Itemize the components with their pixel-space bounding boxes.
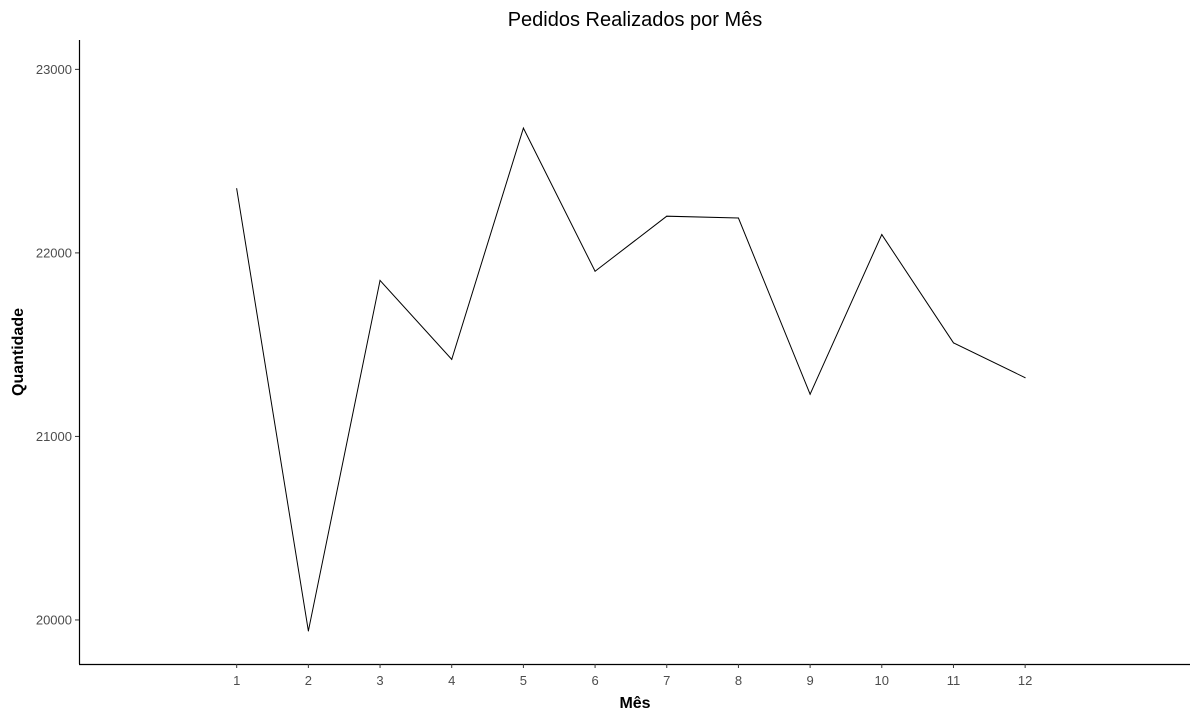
y-tick-label: 22000 <box>36 245 72 260</box>
x-tick-label: 11 <box>947 673 961 688</box>
x-tick-label: 10 <box>875 673 889 688</box>
data-point <box>881 234 883 236</box>
x-tick-label: 4 <box>448 673 455 688</box>
y-tick-label: 21000 <box>36 429 72 444</box>
data-point <box>809 393 811 395</box>
x-tick-label: 9 <box>806 673 813 688</box>
series-line-0 <box>236 126 1026 632</box>
data-point <box>236 188 238 190</box>
x-tick-label: 6 <box>591 673 598 688</box>
x-tick-label: 3 <box>376 673 383 688</box>
data-point <box>451 358 453 360</box>
data-point <box>307 630 309 632</box>
data-point <box>594 270 596 272</box>
data-point <box>952 342 954 344</box>
chart-title: Pedidos Realizados por Mês <box>508 9 763 31</box>
x-tick-label: 5 <box>520 673 527 688</box>
data-point <box>1024 377 1026 379</box>
data-point <box>522 127 524 129</box>
x-tick-label: 7 <box>663 673 670 688</box>
x-axis-title: Mês <box>619 695 650 712</box>
y-tick-label: 20000 <box>36 612 72 627</box>
x-tick-label: 1 <box>233 673 240 688</box>
x-tick-label: 12 <box>1018 673 1032 688</box>
y-tick-label: 23000 <box>36 62 72 77</box>
data-point <box>379 279 381 281</box>
data-point <box>666 215 668 217</box>
data-point <box>737 217 739 219</box>
series-layer <box>236 126 1026 632</box>
x-ticks: 1 2 3 4 5 6 7 8 9 10 11 12 <box>233 664 1032 688</box>
y-axis-title: Quantidade <box>10 308 27 396</box>
y-ticks: 20000 21000 22000 23000 <box>36 62 79 627</box>
x-tick-label: 2 <box>305 673 312 688</box>
x-tick-label: 8 <box>735 673 742 688</box>
